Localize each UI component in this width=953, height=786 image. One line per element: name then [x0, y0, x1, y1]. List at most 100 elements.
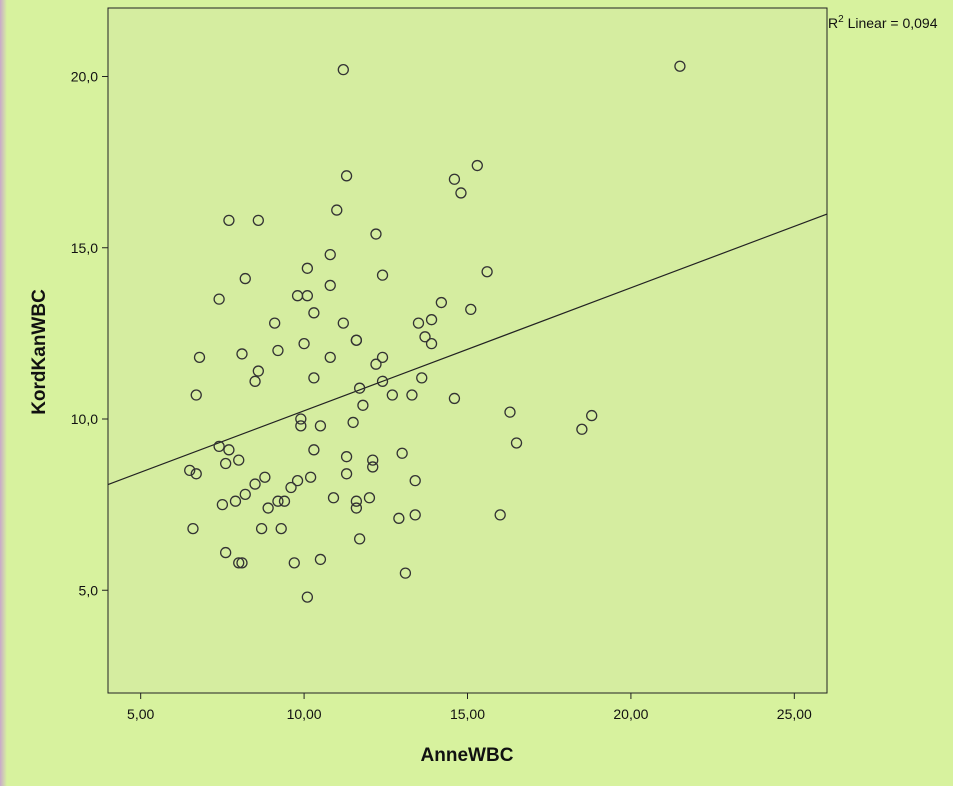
data-point: [331, 204, 343, 216]
data-point: [269, 317, 281, 329]
data-point: [187, 522, 199, 535]
data-point: [298, 337, 310, 350]
data-point: [233, 454, 245, 466]
data-point: [419, 331, 431, 343]
data-point: [301, 591, 314, 603]
data-point: [367, 454, 379, 466]
data-point: [301, 262, 314, 274]
data-point: [386, 389, 398, 401]
data-point: [216, 498, 229, 511]
data-point: [314, 420, 327, 432]
data-point: [327, 492, 340, 504]
data-point: [425, 314, 438, 326]
data-point: [350, 334, 363, 346]
data-point: [363, 492, 376, 504]
data-point: [213, 440, 225, 453]
data-point: [350, 502, 363, 514]
data-point: [510, 437, 523, 449]
data-point: [190, 389, 202, 401]
data-point: [272, 344, 284, 357]
data-point: [184, 464, 196, 477]
x-tick-label: 5,00: [127, 706, 154, 722]
y-tick-label: 5,0: [79, 582, 99, 598]
data-point: [308, 372, 320, 384]
x-tick-label: 15,00: [450, 706, 485, 722]
data-point: [370, 228, 382, 240]
fit-line: [107, 213, 828, 486]
r2-annotation: R2 Linear = 0,094: [828, 14, 938, 31]
data-point: [272, 495, 284, 507]
data-point: [220, 457, 232, 470]
data-point: [399, 567, 412, 579]
data-point: [340, 451, 353, 463]
data-point: [350, 495, 363, 507]
data-point: [295, 420, 307, 432]
data-point: [229, 495, 242, 507]
data-point: [259, 471, 271, 483]
data-point: [213, 293, 225, 305]
data-point: [220, 546, 232, 559]
data-point: [324, 248, 336, 261]
data-point: [416, 372, 428, 384]
data-point: [301, 290, 314, 302]
data-point: [223, 444, 235, 456]
x-tick-label: 10,00: [287, 706, 322, 722]
data-point: [448, 392, 461, 405]
axis-layer: 5,00 10,00 15,00 20,00 25,00 5,0 10,0 15,0 20,0: [71, 69, 812, 723]
data-point: [262, 502, 274, 514]
data-point: [252, 214, 264, 227]
data-point: [576, 423, 588, 435]
data-point: [308, 307, 320, 319]
data-point: [193, 351, 206, 364]
data-point: [376, 351, 389, 364]
r2-text: Linear = 0,094: [844, 15, 938, 31]
data-point: [435, 296, 448, 309]
data-point: [409, 509, 421, 521]
y-tick-label: 20,0: [71, 69, 98, 85]
data-point: [376, 375, 389, 387]
data-point: [190, 468, 202, 480]
data-point: [337, 317, 349, 329]
data-point: [412, 317, 425, 329]
data-point: [239, 272, 251, 285]
y-axis-label: KordKanWBC: [29, 289, 50, 415]
data-point: [504, 406, 516, 418]
data-point: [481, 266, 493, 278]
data-point: [252, 365, 264, 377]
data-point: [353, 533, 366, 545]
data-point: [406, 389, 418, 401]
data-point: [465, 303, 477, 316]
x-axis-label: AnneWBC: [421, 745, 514, 766]
data-point: [340, 170, 353, 182]
data-point: [236, 348, 248, 360]
data-point: [223, 214, 235, 227]
data-point: [288, 557, 300, 569]
data-point: [471, 159, 483, 172]
data-point: [324, 351, 336, 364]
data-point: [324, 279, 336, 292]
data-point: [236, 557, 248, 569]
data-point: [249, 478, 261, 490]
data-point: [347, 416, 359, 429]
data-point: [357, 399, 369, 411]
data-point: [393, 512, 405, 524]
data-point: [337, 64, 349, 76]
data-point: [304, 471, 317, 483]
x-tick-label: 25,00: [777, 706, 812, 722]
points-layer: [184, 60, 686, 603]
data-point: [314, 553, 327, 566]
data-point: [376, 269, 389, 281]
data-point: [367, 461, 379, 473]
y-tick-label: 10,0: [71, 411, 98, 427]
x-tick-label: 20,00: [613, 706, 648, 722]
data-point: [494, 509, 506, 521]
r2-superscript: 2: [838, 14, 844, 25]
data-point: [370, 358, 382, 370]
data-point: [249, 375, 261, 387]
data-point: [425, 337, 438, 350]
window-edge: [0, 0, 7, 786]
data-point: [455, 187, 467, 199]
data-point: [353, 382, 366, 394]
